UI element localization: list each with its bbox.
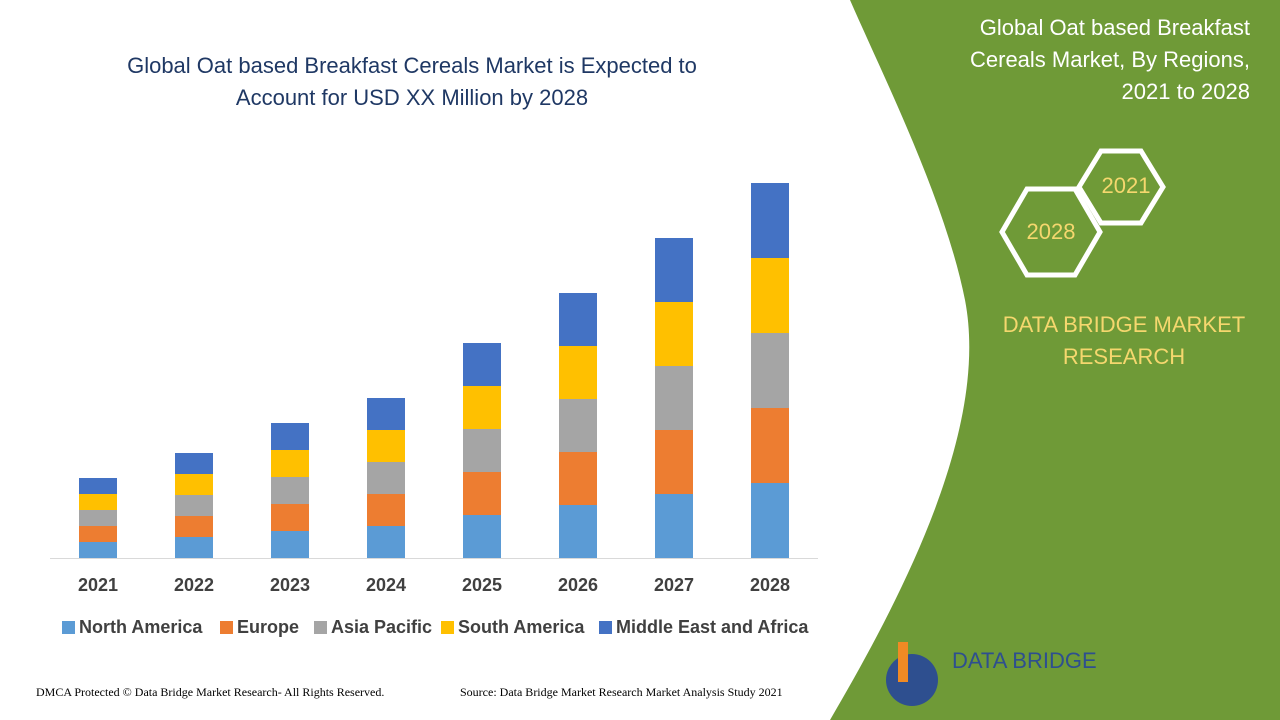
bar-segment: [79, 494, 117, 510]
bar-segment: [751, 483, 789, 558]
brand: DATA BRIDGE MARKET: [1003, 312, 1245, 337]
legend-label: North America: [79, 617, 203, 637]
x-tick-label: 2025: [462, 575, 502, 595]
bar-segment: [559, 293, 597, 346]
source: Source: Data Bridge Market Research Mark…: [460, 685, 783, 699]
bar-segment: [655, 302, 693, 366]
legend-swatch: [220, 621, 233, 634]
x-tick-label: 2027: [654, 575, 694, 595]
bar-segment: [463, 429, 501, 472]
legend-label: South America: [458, 617, 585, 637]
panel-title: Cereals Market, By Regions,: [970, 47, 1250, 72]
x-tick-label: 2022: [174, 575, 214, 595]
logo-mark: [886, 654, 938, 706]
bar-segment: [559, 346, 597, 399]
bar-segment: [175, 474, 213, 495]
side-panel: [830, 0, 1280, 720]
legend-swatch: [599, 621, 612, 634]
copyright: DMCA Protected © Data Bridge Market Rese…: [36, 685, 384, 699]
x-tick-label: 2026: [558, 575, 598, 595]
bar-segment: [751, 258, 789, 333]
bar-segment: [175, 453, 213, 474]
x-tick-label: 2024: [366, 575, 406, 595]
bar-segment: [367, 398, 405, 430]
x-tick-label: 2028: [750, 575, 790, 595]
bar-segment: [271, 477, 309, 504]
bar-segment: [463, 343, 501, 386]
bar-segment: [175, 516, 213, 537]
legend-label: Middle East and Africa: [616, 617, 809, 637]
brand: RESEARCH: [1063, 344, 1185, 369]
legend-swatch: [62, 621, 75, 634]
bar-segment: [367, 526, 405, 558]
logo-mark: [898, 642, 908, 682]
legend-label: Asia Pacific: [331, 617, 432, 637]
bar-segment: [655, 430, 693, 494]
bar-segment: [79, 526, 117, 542]
bar-segment: [655, 238, 693, 302]
bar-segment: [751, 183, 789, 258]
bar-segment: [751, 408, 789, 483]
bar-segment: [79, 510, 117, 526]
bar-segment: [367, 494, 405, 526]
hexagon: [1076, 148, 1166, 226]
bar-segment: [559, 505, 597, 558]
legend-swatch: [441, 621, 454, 634]
chart-title: Account for USD XX Million by 2028: [236, 85, 588, 110]
hex-label: 2028: [1027, 219, 1076, 244]
bar-segment: [175, 537, 213, 558]
bar-segment: [271, 531, 309, 558]
legend-swatch: [314, 621, 327, 634]
panel-title: 2021 to 2028: [1122, 79, 1250, 104]
bar-segment: [175, 495, 213, 516]
chart-title: Global Oat based Breakfast Cereals Marke…: [127, 53, 697, 78]
bar-segment: [463, 472, 501, 515]
bar-segment: [79, 478, 117, 494]
hex-label: 2021: [1102, 173, 1151, 198]
bar-segment: [655, 494, 693, 558]
bar-segment: [559, 399, 597, 452]
bar-segment: [463, 515, 501, 558]
bar-segment: [367, 430, 405, 462]
hexagon: [999, 186, 1103, 278]
bar-segment: [655, 366, 693, 430]
bar-segment: [367, 462, 405, 494]
logo-text: DATA BRIDGE: [952, 648, 1097, 673]
bar-segment: [271, 450, 309, 477]
panel-title: Global Oat based Breakfast: [980, 15, 1250, 40]
x-tick-label: 2021: [78, 575, 118, 595]
bar-segment: [271, 423, 309, 450]
bar-segment: [79, 542, 117, 558]
bar-segment: [271, 504, 309, 531]
legend-label: Europe: [237, 617, 299, 637]
x-tick-label: 2023: [270, 575, 310, 595]
bar-segment: [751, 333, 789, 408]
bar-segment: [463, 386, 501, 429]
bar-segment: [559, 452, 597, 505]
